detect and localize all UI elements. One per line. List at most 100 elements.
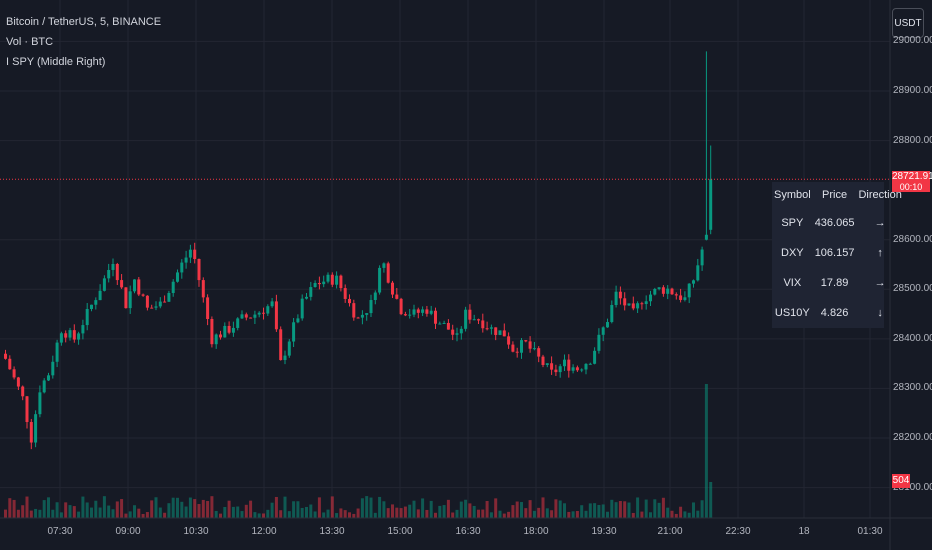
volume-bar xyxy=(29,510,33,518)
volume-bar xyxy=(34,508,38,518)
volume-legend[interactable]: Vol · BTC xyxy=(6,36,54,48)
time-tick-label: 18:00 xyxy=(523,526,549,537)
candle-body xyxy=(657,287,661,289)
volume-bar xyxy=(687,512,691,518)
candle-body xyxy=(640,303,644,305)
candle-body xyxy=(16,377,20,387)
candle-body xyxy=(94,300,98,305)
volume-bar xyxy=(296,501,300,518)
volume-bar xyxy=(214,510,218,518)
table-cell-price: 436.065 xyxy=(814,217,855,229)
volume-bar xyxy=(520,502,523,518)
volume-bar xyxy=(657,502,661,518)
volume-bar xyxy=(193,499,197,518)
indicator-legend[interactable]: I SPY (Middle Right) xyxy=(6,56,106,68)
candle-body xyxy=(425,309,429,314)
volume-bar xyxy=(274,496,278,518)
candle-body xyxy=(545,363,549,365)
candle-body xyxy=(145,295,149,308)
candle-body xyxy=(408,314,412,316)
volume-bar xyxy=(485,500,489,518)
volume-bar xyxy=(545,508,549,518)
volume-bar xyxy=(391,504,394,518)
candle-body xyxy=(365,313,369,315)
candle-body xyxy=(498,330,502,335)
volume-bar xyxy=(163,512,167,518)
symbol-legend[interactable]: Bitcoin / TetherUS, 5, BINANCE xyxy=(6,16,162,28)
candle-body xyxy=(128,291,132,309)
candle-body xyxy=(81,325,85,334)
time-tick-label: 16:30 xyxy=(455,526,481,537)
candle-body xyxy=(610,305,614,323)
candle-body xyxy=(64,333,68,338)
candle-body xyxy=(709,179,713,230)
volume-bar xyxy=(606,511,609,518)
volume-bar xyxy=(133,505,136,518)
candle-body xyxy=(266,306,270,314)
table-cell-price: 106.157 xyxy=(814,247,855,259)
candle-body xyxy=(588,363,592,365)
volume-bar xyxy=(537,507,541,518)
volume-bar xyxy=(502,513,506,518)
candle-body xyxy=(300,298,304,319)
volume-bar xyxy=(64,502,68,518)
volume-bar xyxy=(120,499,124,518)
candle-body xyxy=(348,298,351,304)
price-tick-label: 28500.00 xyxy=(893,283,932,295)
volume-bar xyxy=(201,499,205,518)
candle-body xyxy=(25,396,29,423)
candle-body xyxy=(485,328,489,330)
volume-bar xyxy=(231,506,235,518)
candle-body xyxy=(188,249,192,258)
volume-bar xyxy=(356,508,360,518)
candle-body xyxy=(262,312,265,314)
volume-bar xyxy=(244,504,248,518)
volume-bar xyxy=(489,512,493,518)
volume-bar xyxy=(158,507,162,518)
bar-countdown: 00:10 xyxy=(899,182,923,193)
volume-bar xyxy=(614,502,618,518)
volume-bar xyxy=(51,509,55,518)
volume-bar xyxy=(68,505,72,518)
candle-body xyxy=(507,336,511,345)
candle-body xyxy=(653,288,657,295)
volume-bar xyxy=(636,497,640,518)
candle-body xyxy=(253,314,257,318)
current-price-label: 28721.91 00:10 xyxy=(892,171,932,193)
volume-bar xyxy=(59,512,63,518)
table-header-symbol: Symbol xyxy=(774,189,811,201)
table-cell-price: 4.826 xyxy=(820,307,849,319)
volume-bar xyxy=(309,504,313,518)
volume-bar xyxy=(111,509,115,518)
volume-bar xyxy=(601,504,605,518)
candle-body xyxy=(326,274,330,282)
volume-bar xyxy=(429,500,433,518)
candle-body xyxy=(201,280,205,298)
candle-body xyxy=(532,348,536,350)
volume-bar xyxy=(550,510,554,518)
candle-body xyxy=(176,272,179,282)
volume-bar xyxy=(679,506,683,518)
volume-bar xyxy=(81,496,85,518)
candle-body xyxy=(636,303,640,309)
candle-body xyxy=(391,282,394,295)
candle-body xyxy=(563,359,566,367)
candle-body xyxy=(124,287,128,309)
volume-bar xyxy=(515,501,519,518)
volume-bar xyxy=(438,505,442,518)
volume-bar xyxy=(47,497,50,518)
candle-body xyxy=(158,301,162,307)
time-tick-label: 22:30 xyxy=(725,526,751,537)
candle-body xyxy=(670,288,674,295)
candle-body xyxy=(335,275,339,285)
currency-button[interactable]: USDT xyxy=(892,8,924,38)
volume-bar xyxy=(532,510,536,518)
volume-bar xyxy=(8,498,12,518)
candle-body xyxy=(399,298,403,315)
volume-bar xyxy=(421,498,425,518)
candle-body xyxy=(270,301,274,307)
volume-bar xyxy=(21,505,25,518)
candle-body xyxy=(683,297,687,300)
candle-body xyxy=(511,344,515,352)
